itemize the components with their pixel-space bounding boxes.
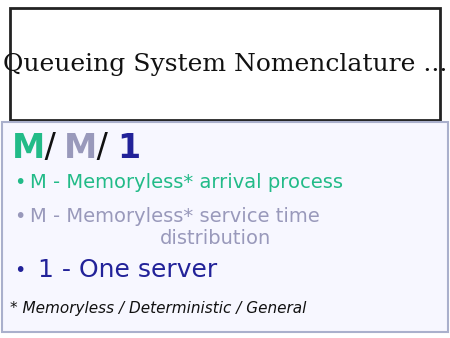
Text: distribution: distribution (160, 228, 271, 247)
Text: •: • (14, 207, 25, 225)
Text: M: M (64, 131, 97, 165)
Text: M: M (12, 131, 45, 165)
Text: /: / (34, 131, 67, 165)
Text: /: / (86, 131, 118, 165)
Text: 1 - One server: 1 - One server (38, 258, 217, 282)
Text: •: • (14, 261, 25, 280)
Text: M - Memoryless* arrival process: M - Memoryless* arrival process (30, 173, 343, 193)
Text: * Memoryless / Deterministic / General: * Memoryless / Deterministic / General (10, 300, 306, 315)
Text: Queueing System Nomenclature ...: Queueing System Nomenclature ... (3, 52, 447, 75)
Bar (10, 8, 440, 120)
Text: M - Memoryless* service time: M - Memoryless* service time (30, 207, 320, 225)
Text: 1: 1 (117, 131, 140, 165)
Bar (2, 122, 448, 332)
Text: •: • (14, 173, 25, 193)
